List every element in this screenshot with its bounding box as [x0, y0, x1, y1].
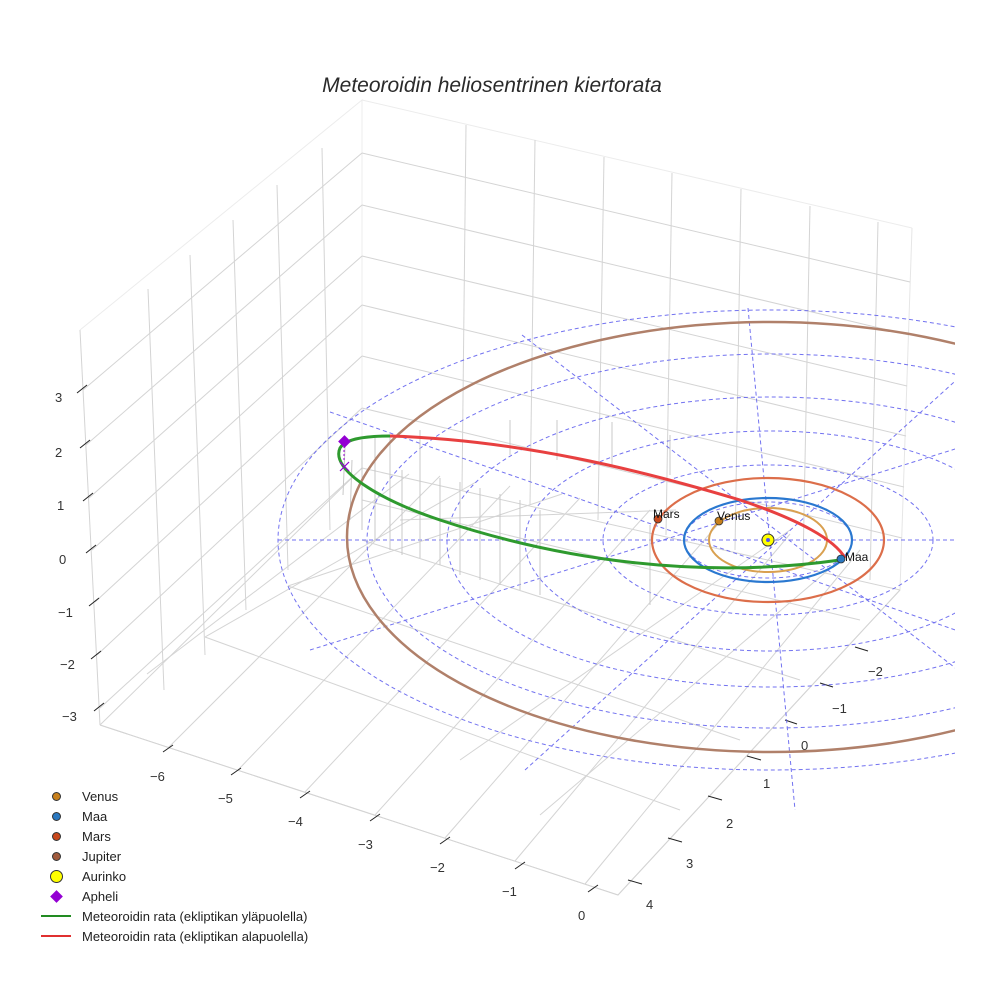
chart-title: Meteoroidin heliosentrinen kiertorata: [322, 74, 662, 97]
z-tick-label: −3: [62, 709, 77, 724]
y-tick-label: 4: [646, 897, 653, 912]
z-tick-label: −1: [58, 605, 73, 620]
x-tick-label: 0: [578, 908, 585, 923]
legend-item-venus[interactable]: Venus: [38, 786, 308, 806]
y-tick-label: −2: [868, 664, 883, 679]
legend-item-apheli[interactable]: Apheli: [38, 886, 308, 906]
legend-label: Apheli: [82, 888, 119, 904]
z-tick-label: 0: [59, 552, 66, 567]
mars-orbit: [650, 476, 886, 604]
earth-marker[interactable]: [836, 554, 846, 564]
legend-label: Mars: [82, 828, 111, 844]
mars-dot-icon: [51, 831, 61, 841]
sun-dot-icon: [49, 869, 63, 883]
z-tick-label: 3: [55, 390, 62, 405]
floor-grid: [99, 467, 901, 896]
venus-label: Venus: [717, 509, 750, 523]
legend-item-orbit-below[interactable]: Meteoroidin rata (ekliptikan alapuolella…: [38, 926, 308, 946]
meteoroid-orbit-below: [389, 434, 847, 559]
sun-marker[interactable]: [761, 533, 775, 547]
maa-dot-icon: [51, 811, 61, 821]
legend-label: Jupiter: [82, 848, 122, 864]
z-tick-label: −2: [60, 657, 75, 672]
venus-marker[interactable]: [714, 516, 724, 526]
legend-label: Meteoroidin rata (ekliptikan yläpuolella…: [82, 908, 308, 924]
legend-item-orbit-above[interactable]: Meteoroidin rata (ekliptikan yläpuolella…: [38, 906, 308, 926]
y-tick-label: 3: [686, 856, 693, 871]
z-tick-label: 2: [55, 445, 62, 460]
legend: Venus Maa Mars Jupiter Aurinko Apheli Me…: [38, 786, 308, 946]
mars-marker[interactable]: [653, 514, 663, 524]
z-axis-labels: 3 2 1 0 −1 −2 −3: [55, 390, 77, 724]
earth-orbit: [682, 496, 854, 584]
x-axis-labels: −6 −5 −4 −3 −2 −1 0: [150, 769, 585, 923]
y-tick-label: 1: [763, 776, 770, 791]
green-line-icon: [41, 915, 71, 917]
diamond-icon: [49, 889, 63, 903]
x-axis-ticks: [162, 744, 599, 893]
jupiter-orbit: [345, 320, 955, 754]
legend-label: Aurinko: [82, 868, 127, 884]
x-tick-label: −2: [430, 860, 445, 875]
ecliptic-polar-grid: [277, 307, 955, 811]
legend-label: Maa: [82, 808, 108, 824]
legend-item-maa[interactable]: Maa: [38, 806, 308, 826]
legend-label: Venus: [82, 788, 119, 804]
mars-label: Mars: [653, 507, 680, 521]
y-axis-ticks: [627, 646, 869, 885]
x-tick-label: −1: [502, 884, 517, 899]
y-tick-label: 2: [726, 816, 733, 831]
x-tick-label: −5: [218, 791, 233, 806]
back-wall-right: [361, 99, 913, 591]
earth-label: Maa: [845, 550, 869, 564]
venus-dot-icon: [51, 791, 61, 801]
red-line-icon: [41, 935, 71, 937]
legend-label: Meteoroidin rata (ekliptikan alapuolella…: [82, 928, 309, 944]
x-tick-label: −4: [288, 814, 303, 829]
legend-item-aurinko[interactable]: Aurinko: [38, 866, 308, 886]
z-axis-ticks: [76, 384, 105, 712]
y-axis-labels: 4 3 2 1 0 −1 −2: [646, 664, 883, 912]
aphelion-marker[interactable]: [338, 435, 351, 472]
legend-item-jupiter[interactable]: Jupiter: [38, 846, 308, 866]
y-tick-label: 0: [801, 738, 808, 753]
y-tick-label: −1: [832, 701, 847, 716]
x-tick-label: −3: [358, 837, 373, 852]
legend-item-mars[interactable]: Mars: [38, 826, 308, 846]
x-tick-label: −6: [150, 769, 165, 784]
z-tick-label: 1: [57, 498, 64, 513]
jupiter-dot-icon: [51, 851, 61, 861]
back-wall-left: [79, 98, 363, 726]
